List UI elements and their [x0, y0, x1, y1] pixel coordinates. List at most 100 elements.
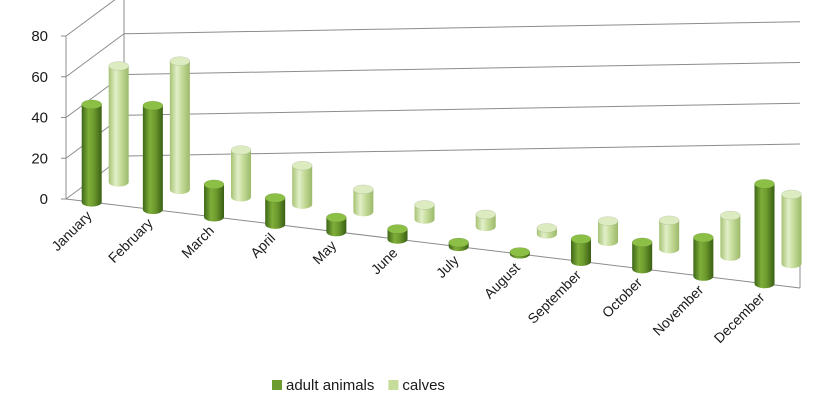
bar-calves-july-top: [475, 209, 496, 220]
bar-calves-july-body: [475, 214, 496, 232]
bar-calves-january-top: [108, 61, 129, 71]
bar-calves-september-body: [598, 221, 619, 246]
bar-calves-april-top: [291, 160, 313, 171]
bar-calves-june: [414, 200, 435, 224]
legend-label: calves: [402, 377, 445, 394]
y-tick-label: 40: [31, 110, 48, 127]
x-tick-label: June: [368, 244, 401, 277]
bar-adult-may-body: [326, 217, 347, 237]
bar-calves-august-top: [536, 223, 558, 233]
bar-calves-december-top: [781, 189, 802, 200]
bar-adult-september-body: [571, 239, 592, 266]
bar-adult-july: [448, 237, 469, 252]
bar-calves-february: [169, 56, 191, 195]
bar-adult-july-top: [448, 237, 469, 248]
bar-calves-march: [230, 145, 252, 202]
bar-calves-june-top: [414, 200, 435, 210]
legend: adult animals calves: [272, 377, 445, 394]
bar-calves-october-body: [659, 220, 680, 254]
y-tick-label: 0: [40, 191, 48, 208]
bar-adult-september-top: [570, 234, 592, 244]
bar-adult-march-top: [203, 179, 225, 190]
bar-calves-february-body: [169, 61, 190, 195]
y-tick-label: 80: [31, 28, 48, 45]
x-tick-label: May: [309, 237, 339, 267]
floor-front-edge: [65, 198, 801, 289]
bar-adult-november-body: [693, 237, 714, 281]
bar-calves-may: [353, 184, 374, 217]
bar-calves-march-body: [231, 150, 252, 202]
back-wall-gridline: [123, 62, 801, 75]
bar-calves-november-body: [720, 215, 741, 261]
bar-calves-september-top: [597, 216, 619, 226]
x-tick-label: January: [48, 208, 95, 255]
back-wall-gridline: [123, 143, 801, 157]
bar-calves-august: [536, 223, 558, 239]
bar-calves-may-body: [353, 189, 374, 217]
bar-calves-february-top: [169, 56, 191, 66]
bar-calves-january-body: [108, 65, 129, 187]
bar-adult-march: [203, 179, 225, 222]
left-wall-gridline: [65, 0, 116, 37]
bar-calves-december: [781, 189, 802, 269]
bar-calves-may-top: [353, 184, 374, 195]
bar-adult-april: [264, 193, 286, 229]
back-wall-gridline: [123, 102, 801, 116]
legend-label: adult animals: [286, 377, 374, 394]
bar-calves-april-body: [292, 165, 313, 209]
back-wall-gridline: [123, 21, 801, 35]
y-tick-label: 60: [31, 69, 48, 86]
bars: [81, 56, 802, 289]
bar-calves-december-body: [781, 194, 802, 269]
bar-adult-february-top: [142, 100, 164, 111]
bar-calves-june-body: [414, 204, 435, 224]
bar-adult-february: [142, 100, 164, 215]
bar-adult-may-top: [326, 212, 347, 223]
bar-adult-october-body: [632, 242, 653, 274]
bar-adult-september: [570, 234, 592, 266]
bar-adult-december-top: [754, 179, 775, 189]
legend-swatch: [388, 380, 399, 390]
x-tick-label: October: [599, 274, 646, 321]
bar-calves-november-top: [720, 210, 741, 221]
x-tick-label: August: [481, 259, 523, 301]
bar-adult-october-top: [631, 237, 653, 248]
bar-adult-october: [631, 237, 653, 274]
bar-calves-january: [108, 61, 129, 187]
bar-adult-november-top: [693, 232, 714, 243]
x-tick-label: July: [433, 252, 462, 281]
bar-calves-october: [658, 215, 680, 254]
bar-adult-april-body: [265, 197, 286, 229]
bar-adult-december: [754, 179, 775, 289]
bar-adult-march-body: [204, 184, 225, 222]
bar-adult-january-top: [81, 99, 102, 110]
x-tick-label: February: [105, 215, 156, 266]
bar-calves-march-top: [230, 145, 252, 155]
bar-adult-december-body: [754, 183, 775, 289]
bar-calves-september: [597, 216, 619, 246]
x-tick-label: November: [649, 281, 706, 338]
bar-adult-june: [387, 224, 408, 244]
bar-adult-november: [693, 232, 714, 281]
bar-adult-august-top: [509, 247, 531, 257]
bar-adult-february-body: [142, 105, 163, 215]
bar-adult-april-top: [264, 193, 286, 203]
x-tick-label: March: [178, 222, 217, 261]
bar-calves-july: [475, 209, 496, 232]
left-wall-gridline: [65, 33, 125, 78]
x-tick-label: April: [247, 230, 278, 261]
bar-adult-june-top: [387, 224, 408, 234]
y-tick-label: 20: [31, 150, 48, 167]
bar-adult-january-body: [81, 104, 102, 207]
bar-adult-august: [509, 247, 531, 259]
bar-calves-april: [291, 160, 313, 209]
bar-calves-november: [720, 210, 741, 261]
bar-adult-january: [81, 99, 102, 207]
y-axis-ticks: 0 20 40 60 80: [31, 28, 48, 208]
bar-calves-october-top: [658, 215, 680, 226]
x-tick-label: December: [711, 289, 768, 346]
legend-swatch: [272, 380, 282, 390]
bar-adult-may: [326, 212, 347, 237]
